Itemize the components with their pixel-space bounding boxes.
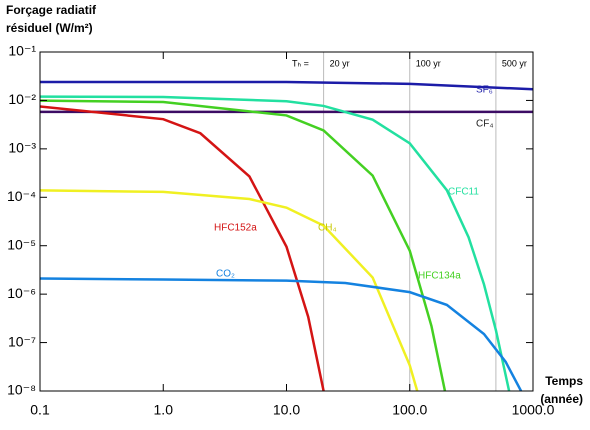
- horizon-label: 500 yr: [502, 58, 527, 68]
- series-label: SF₆: [476, 85, 493, 96]
- y-title: Forçage radiatif: [6, 3, 97, 17]
- y-tick-label: 10⁻⁶: [7, 285, 36, 301]
- series-label: HFC134a: [418, 271, 461, 282]
- plot-frame: [39, 51, 534, 392]
- y-tick-label: 10⁻²: [8, 91, 36, 107]
- x-tick-label: 1000.0: [512, 402, 555, 418]
- series-line: [40, 95, 511, 391]
- y-tick-label: 10⁻⁸: [7, 382, 36, 398]
- y-tick-label: 10⁻⁵: [7, 236, 36, 252]
- y-tick-label: 10⁻⁴: [7, 188, 36, 204]
- series-label: CO₂: [216, 269, 235, 280]
- series-line: [40, 189, 419, 391]
- x-title: (année): [540, 392, 583, 406]
- series-label: CH₄: [318, 223, 337, 234]
- x-title: Temps: [545, 374, 583, 388]
- x-tick-label: 1.0: [154, 402, 174, 418]
- horizon-label: 20 yr: [330, 58, 350, 68]
- x-tick-label: 0.1: [30, 402, 50, 418]
- series-label: HFC152a: [214, 223, 257, 234]
- horizon-label: 100 yr: [416, 58, 441, 68]
- series-line: [40, 80, 533, 91]
- y-tick-label: 10⁻³: [8, 140, 36, 156]
- horizon-prefix: Tₕ =: [292, 58, 309, 68]
- x-tick-label: 10.0: [273, 402, 300, 418]
- series-line: [40, 277, 523, 391]
- series-label: CF₄: [476, 119, 493, 130]
- y-title: résiduel (W/m²): [6, 21, 93, 35]
- y-tick-label: 10⁻¹: [8, 43, 36, 59]
- y-tick-label: 10⁻⁷: [8, 333, 36, 349]
- series-label: CFC11: [448, 187, 479, 198]
- x-tick-label: 100.0: [392, 402, 427, 418]
- series-line: [40, 105, 325, 391]
- series-line: [40, 99, 447, 391]
